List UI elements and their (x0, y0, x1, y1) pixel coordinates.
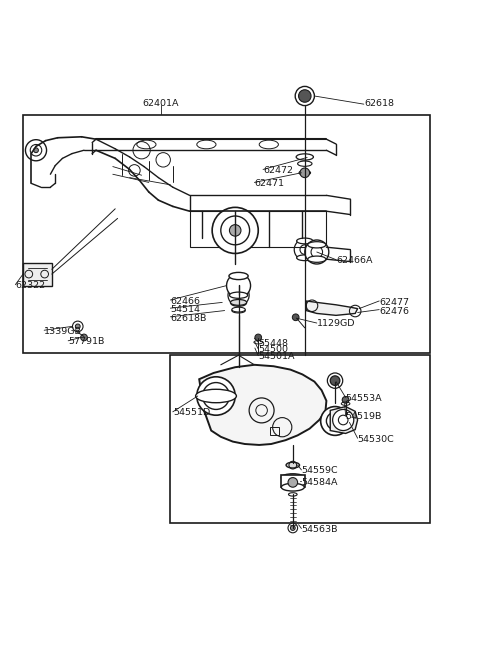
Text: 62477: 62477 (379, 298, 409, 307)
Circle shape (197, 376, 235, 415)
Circle shape (255, 334, 262, 341)
Text: 1339GB: 1339GB (44, 327, 82, 336)
Ellipse shape (297, 255, 313, 260)
Circle shape (229, 225, 241, 236)
Bar (23, 115, 430, 353)
Ellipse shape (297, 238, 313, 244)
Circle shape (228, 284, 249, 306)
Circle shape (227, 273, 251, 297)
Text: 54551D: 54551D (173, 408, 210, 417)
Text: 62466: 62466 (170, 297, 200, 306)
Text: 54530C: 54530C (358, 435, 395, 444)
Text: 62466A: 62466A (336, 256, 372, 265)
Circle shape (221, 216, 250, 245)
Circle shape (292, 314, 299, 321)
Ellipse shape (308, 256, 326, 262)
Circle shape (72, 321, 83, 332)
Text: 54559C: 54559C (301, 467, 338, 476)
Circle shape (333, 410, 354, 430)
Text: 62618B: 62618B (170, 314, 207, 323)
Circle shape (300, 245, 310, 255)
Circle shape (294, 239, 315, 260)
Text: 62476: 62476 (379, 307, 409, 316)
Circle shape (299, 90, 311, 102)
Text: 62471: 62471 (254, 179, 284, 188)
Bar (281, 475, 305, 487)
Text: 54501A: 54501A (258, 352, 295, 361)
Circle shape (81, 334, 87, 341)
Polygon shape (306, 301, 358, 316)
Circle shape (300, 168, 310, 178)
Ellipse shape (299, 170, 311, 175)
Circle shape (75, 324, 80, 329)
Circle shape (321, 406, 349, 435)
Text: 54553A: 54553A (346, 394, 382, 403)
Ellipse shape (196, 389, 236, 402)
Circle shape (311, 246, 323, 258)
Text: 62322: 62322 (15, 281, 46, 290)
Polygon shape (330, 406, 358, 434)
Text: 57791B: 57791B (68, 337, 105, 346)
Ellipse shape (231, 301, 246, 307)
Circle shape (330, 376, 340, 386)
Ellipse shape (229, 272, 248, 279)
Text: 62618: 62618 (365, 98, 395, 108)
Bar (170, 355, 430, 523)
Ellipse shape (230, 299, 247, 305)
Ellipse shape (281, 474, 304, 481)
Circle shape (290, 526, 295, 531)
Bar (23, 262, 52, 286)
Text: 54563B: 54563B (301, 525, 338, 534)
Circle shape (331, 417, 339, 425)
Polygon shape (199, 365, 326, 445)
Ellipse shape (296, 154, 313, 160)
Circle shape (288, 523, 298, 533)
Ellipse shape (298, 161, 312, 167)
Text: 54514: 54514 (170, 305, 200, 314)
Text: 54584A: 54584A (301, 478, 338, 487)
Ellipse shape (229, 292, 248, 298)
Text: 55448: 55448 (258, 339, 288, 348)
Ellipse shape (232, 307, 245, 312)
Text: 54500: 54500 (258, 345, 288, 354)
Text: 1129GD: 1129GD (317, 319, 355, 329)
Ellipse shape (232, 308, 245, 313)
Circle shape (326, 412, 344, 430)
Circle shape (203, 382, 229, 410)
Ellipse shape (286, 462, 300, 468)
Circle shape (210, 389, 222, 402)
Circle shape (212, 207, 258, 253)
Ellipse shape (281, 483, 304, 491)
Circle shape (338, 415, 348, 425)
Ellipse shape (308, 242, 326, 248)
Circle shape (288, 478, 298, 487)
Text: 62401A: 62401A (143, 98, 179, 108)
Text: 62472: 62472 (263, 166, 293, 175)
Text: 54519B: 54519B (346, 411, 382, 421)
Circle shape (34, 148, 38, 153)
Circle shape (342, 397, 349, 403)
Circle shape (305, 240, 329, 264)
